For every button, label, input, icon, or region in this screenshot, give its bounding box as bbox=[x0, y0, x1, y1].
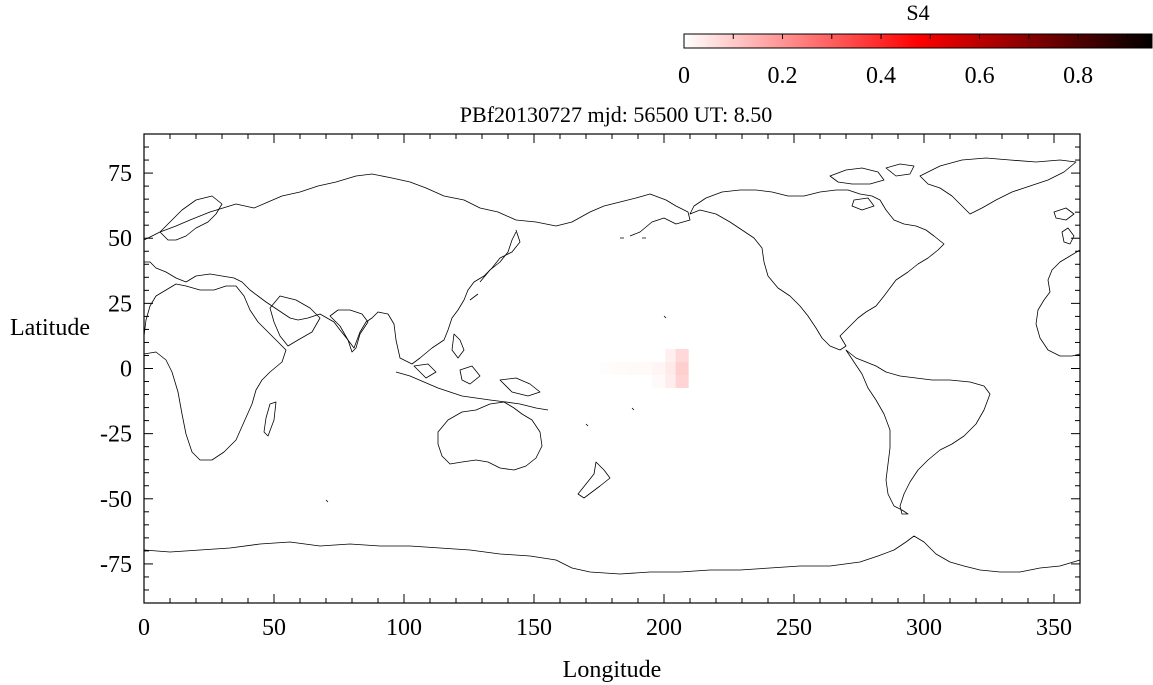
indonesia-coastline bbox=[395, 363, 549, 411]
x-axis-label: Longitude bbox=[563, 657, 662, 683]
north-america-coastline bbox=[689, 189, 945, 351]
y-tick-label: -50 bbox=[100, 487, 132, 513]
y-axis-label: Latitude bbox=[10, 315, 90, 341]
y-tick-label: -25 bbox=[100, 422, 132, 448]
colorbar-tick-label: 0.8 bbox=[1063, 63, 1093, 89]
s4-cells bbox=[600, 348, 689, 389]
y-tick-label: 0 bbox=[120, 357, 132, 383]
s4-cell bbox=[665, 375, 679, 389]
colorbar-ticks: 0 0.2 0.4 0.6 0.8 bbox=[678, 34, 1128, 89]
new-zealand-coastline bbox=[577, 461, 611, 499]
west-europe-coastline bbox=[1035, 249, 1081, 357]
iceland-coastline bbox=[1053, 207, 1075, 221]
colorbar-tick-label: 0.4 bbox=[866, 63, 896, 89]
s4-cell bbox=[665, 348, 679, 362]
scandinavia-coastline bbox=[159, 195, 223, 241]
y-tick-label: -75 bbox=[100, 552, 132, 578]
s4-cell bbox=[652, 375, 666, 389]
colorbar-tick-label: 0.6 bbox=[965, 63, 995, 89]
x-tick-label: 250 bbox=[776, 615, 812, 641]
x-tick-label: 200 bbox=[646, 615, 682, 641]
y-tick-label: 75 bbox=[108, 161, 132, 187]
pacific-islands bbox=[325, 237, 667, 503]
x-axis: 0 50 100 150 200 250 300 350 bbox=[138, 134, 1081, 641]
australia-coastline bbox=[437, 401, 543, 471]
antarctica-coastline bbox=[143, 535, 1081, 575]
x-tick-label: 100 bbox=[386, 615, 422, 641]
arctic-islands-coastline bbox=[829, 163, 915, 211]
x-tick-label: 50 bbox=[262, 615, 286, 641]
y-tick-label: 25 bbox=[108, 291, 132, 317]
eurasia-coastline bbox=[143, 173, 691, 365]
s4-cell bbox=[600, 361, 614, 376]
madagascar-coastline bbox=[263, 401, 277, 437]
chart-title: PBf20130727 mjd: 56500 UT: 8.50 bbox=[460, 102, 772, 127]
colorbar: S4 0 0.2 0.4 0.6 0.8 bbox=[678, 0, 1153, 89]
india-coastline bbox=[329, 309, 369, 353]
colorbar-scale bbox=[683, 33, 1153, 49]
s4-cell bbox=[675, 361, 689, 376]
s4-cell bbox=[626, 361, 640, 376]
x-tick-label: 0 bbox=[138, 615, 150, 641]
philippines-coastline bbox=[451, 333, 465, 359]
s4-cell bbox=[665, 361, 679, 376]
s4-cell bbox=[675, 348, 689, 362]
x-tick-label: 350 bbox=[1036, 615, 1072, 641]
uk-coastline bbox=[1061, 227, 1075, 245]
s4-cell bbox=[652, 361, 666, 376]
colorbar-tick-label: 0.2 bbox=[768, 63, 798, 89]
japan-coastline bbox=[469, 231, 517, 301]
colorbar-tick-label: 0 bbox=[678, 63, 690, 89]
s4-cell bbox=[639, 361, 653, 376]
colorbar-label: S4 bbox=[906, 0, 929, 25]
arabia-coastline bbox=[269, 295, 321, 347]
x-tick-label: 150 bbox=[516, 615, 552, 641]
coastlines bbox=[143, 157, 1081, 575]
africa-coastline bbox=[143, 283, 287, 461]
greenland-coastline bbox=[919, 157, 1077, 215]
x-tick-label: 300 bbox=[906, 615, 942, 641]
south-america-coastline bbox=[845, 349, 991, 515]
y-tick-label: 50 bbox=[108, 226, 132, 252]
s4-cell bbox=[675, 375, 689, 389]
y-axis: 75 50 25 0 -25 -50 -75 bbox=[100, 133, 1080, 604]
s4-cell bbox=[613, 361, 627, 376]
